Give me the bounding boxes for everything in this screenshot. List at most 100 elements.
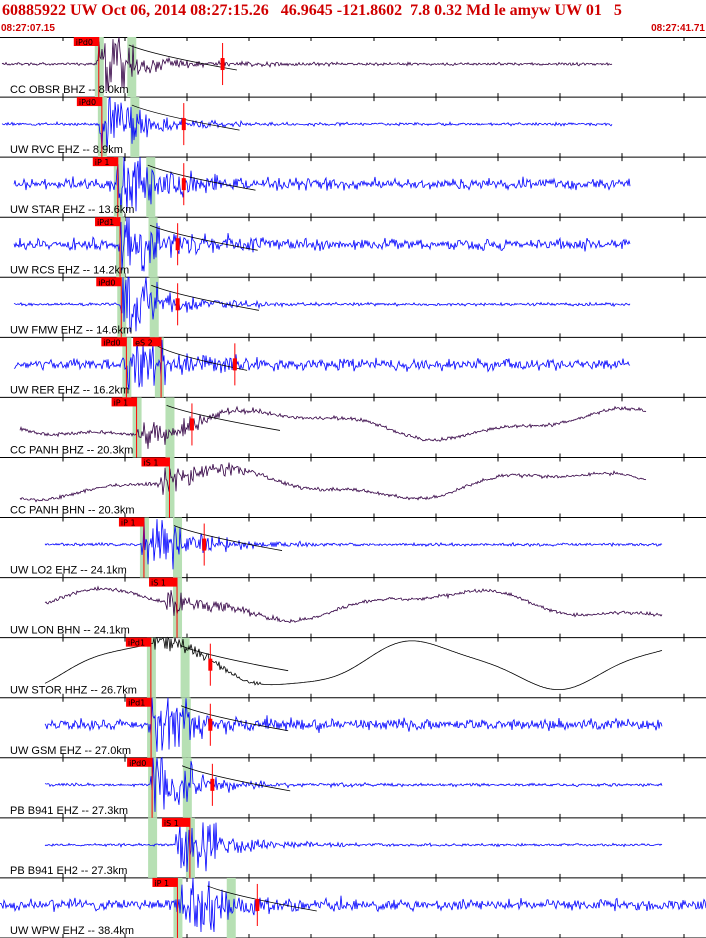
trace-row: iP 1 CC PANH BHZ -- 20.3km bbox=[0, 397, 706, 458]
amplitude-box bbox=[189, 418, 194, 431]
waveform bbox=[1, 37, 613, 92]
travel-time-curve bbox=[149, 224, 258, 251]
pick-label: iPd0 bbox=[79, 98, 96, 107]
header-bar: 60885922 UW Oct 06, 2014 08:27:15.26 46.… bbox=[0, 0, 706, 38]
trace-row: iPd0 UW FMW EHZ -- 14.6km bbox=[0, 276, 706, 338]
waveform bbox=[19, 462, 647, 503]
travel-time-curve bbox=[128, 44, 237, 71]
pick-flag bbox=[111, 397, 137, 407]
phase-pick[interactable]: iS 1 bbox=[141, 457, 170, 518]
pick-label: iPd0 bbox=[129, 759, 146, 768]
amplitude-box bbox=[255, 898, 260, 911]
station-label: UW RER EHZ -- 16.2km bbox=[10, 384, 129, 396]
station-label: UW GSM EHZ -- 27.0km bbox=[10, 745, 131, 757]
amplitude-box bbox=[220, 58, 225, 71]
pick-flag bbox=[152, 877, 178, 887]
end-time-label: 08:27:41.71 bbox=[651, 23, 705, 34]
amplitude-box bbox=[232, 358, 237, 371]
waveform bbox=[13, 276, 631, 332]
station-label: UW LON BHN -- 24.1km bbox=[10, 625, 130, 637]
travel-time-curve bbox=[207, 885, 317, 912]
phase-window bbox=[180, 637, 190, 698]
waveform bbox=[44, 756, 663, 812]
station-label: CC OBSR BHZ -- 8.0km bbox=[10, 84, 129, 96]
amplitude-box bbox=[208, 718, 213, 731]
phase-pick[interactable]: eS 2 bbox=[133, 337, 162, 398]
trace-row: iPd1 UW STOR HHZ -- 26.7km bbox=[0, 636, 706, 699]
waveform bbox=[19, 405, 647, 449]
station-label: UW LO2 EHZ -- 24.1km bbox=[10, 565, 127, 577]
station-label: UW STAR EHZ -- 13.6km bbox=[10, 204, 134, 216]
phase-pick[interactable]: iP 1 bbox=[118, 517, 145, 578]
amplitude-box bbox=[175, 298, 180, 311]
phase-window bbox=[148, 817, 158, 878]
phase-window bbox=[181, 697, 191, 758]
pick-flag bbox=[95, 217, 121, 227]
pick-label: iS 1 bbox=[164, 819, 179, 828]
phase-window bbox=[182, 757, 192, 818]
phase-pick[interactable]: iS 1 bbox=[161, 817, 191, 878]
waveform bbox=[13, 217, 631, 272]
amplitude-box bbox=[202, 538, 207, 551]
station-label: UW RVC EHZ -- 8.9km bbox=[10, 144, 123, 156]
waveform bbox=[0, 877, 706, 933]
pick-label: iPd0 bbox=[103, 338, 120, 347]
travel-time-curve bbox=[156, 344, 248, 371]
travel-time-curve bbox=[147, 164, 256, 191]
phase-pick[interactable]: iS 1 bbox=[149, 577, 178, 638]
pick-flag bbox=[141, 457, 170, 467]
travel-time-curve bbox=[180, 645, 289, 672]
pick-label: iP 1 bbox=[95, 158, 110, 167]
station-label: PB B941 EHZ -- 27.3km bbox=[10, 805, 128, 817]
trace-row: iPd0 CC OBSR BHZ -- 8.0km bbox=[0, 37, 706, 98]
pick-flag bbox=[133, 337, 162, 347]
pick-label: iPd1 bbox=[97, 218, 114, 227]
phase-window bbox=[154, 337, 164, 398]
amplitude-box bbox=[208, 658, 213, 671]
pick-label: iP 1 bbox=[114, 398, 129, 407]
phase-pick[interactable]: iP 1 bbox=[152, 877, 178, 938]
phase-pick[interactable]: iP 1 bbox=[111, 397, 138, 458]
amplitude-box bbox=[175, 238, 180, 251]
phase-pick[interactable]: iP 1 bbox=[92, 157, 119, 218]
amplitude-box bbox=[181, 178, 186, 191]
pick-flag bbox=[118, 517, 144, 527]
phase-pick[interactable]: iPd0 bbox=[96, 277, 122, 338]
phase-pick[interactable]: iPd1 bbox=[95, 217, 121, 278]
pick-flag bbox=[76, 97, 102, 107]
trace-row: iPd0 UW RVC EHZ -- 8.9km bbox=[0, 96, 706, 158]
phase-pick[interactable]: iPd0 bbox=[73, 37, 100, 98]
waveform bbox=[44, 697, 663, 752]
phase-pick[interactable]: iPd0 bbox=[127, 757, 153, 818]
pick-flag bbox=[127, 757, 153, 767]
pick-flag bbox=[125, 637, 151, 647]
phase-pick[interactable]: iPd0 bbox=[101, 337, 127, 398]
travel-time-curve bbox=[181, 765, 291, 792]
trace-row: iS 1 UW LON BHN -- 24.1km bbox=[0, 577, 706, 639]
pick-flag bbox=[161, 817, 190, 827]
phase-pick[interactable]: iPd0 bbox=[76, 97, 103, 158]
waveform bbox=[44, 517, 663, 570]
travel-time-curve bbox=[173, 525, 283, 551]
pick-flag bbox=[149, 577, 178, 587]
phase-pick[interactable]: iPd1 bbox=[125, 637, 152, 698]
station-label: UW STOR HHZ -- 26.7km bbox=[10, 685, 137, 697]
phase-window bbox=[165, 397, 175, 458]
start-time-label: 08:27:07.15 bbox=[1, 23, 55, 34]
pick-label: iPd1 bbox=[128, 699, 145, 708]
seismogram-panel: iPd0 CC OBSR BHZ -- 8.0km iPd0 UW RVC EHZ -… bbox=[0, 37, 706, 938]
pick-flag bbox=[101, 337, 127, 347]
trace-row: iS 1 PB B941 EH2 -- 27.3km bbox=[0, 817, 706, 879]
waveform bbox=[13, 157, 631, 212]
phase-pick[interactable]: iPd1 bbox=[126, 697, 152, 758]
pick-label: iP 1 bbox=[121, 519, 136, 528]
trace-row: iP 1 UW LO2 EHZ -- 24.1km bbox=[0, 517, 706, 579]
trace-row: iPd1 UW GSM EHZ -- 27.0km bbox=[0, 697, 706, 759]
station-label: PB B941 EH2 -- 27.3km bbox=[10, 865, 127, 877]
station-label: UW WPW EHZ -- 38.4km bbox=[10, 925, 134, 937]
trace-row: iS 1 CC PANH BHN -- 20.3km bbox=[0, 457, 706, 519]
pick-flag bbox=[73, 37, 99, 46]
station-label: UW FMW EHZ -- 14.6km bbox=[10, 324, 132, 336]
travel-time-curve bbox=[166, 405, 281, 431]
travel-time-curve bbox=[151, 284, 260, 311]
